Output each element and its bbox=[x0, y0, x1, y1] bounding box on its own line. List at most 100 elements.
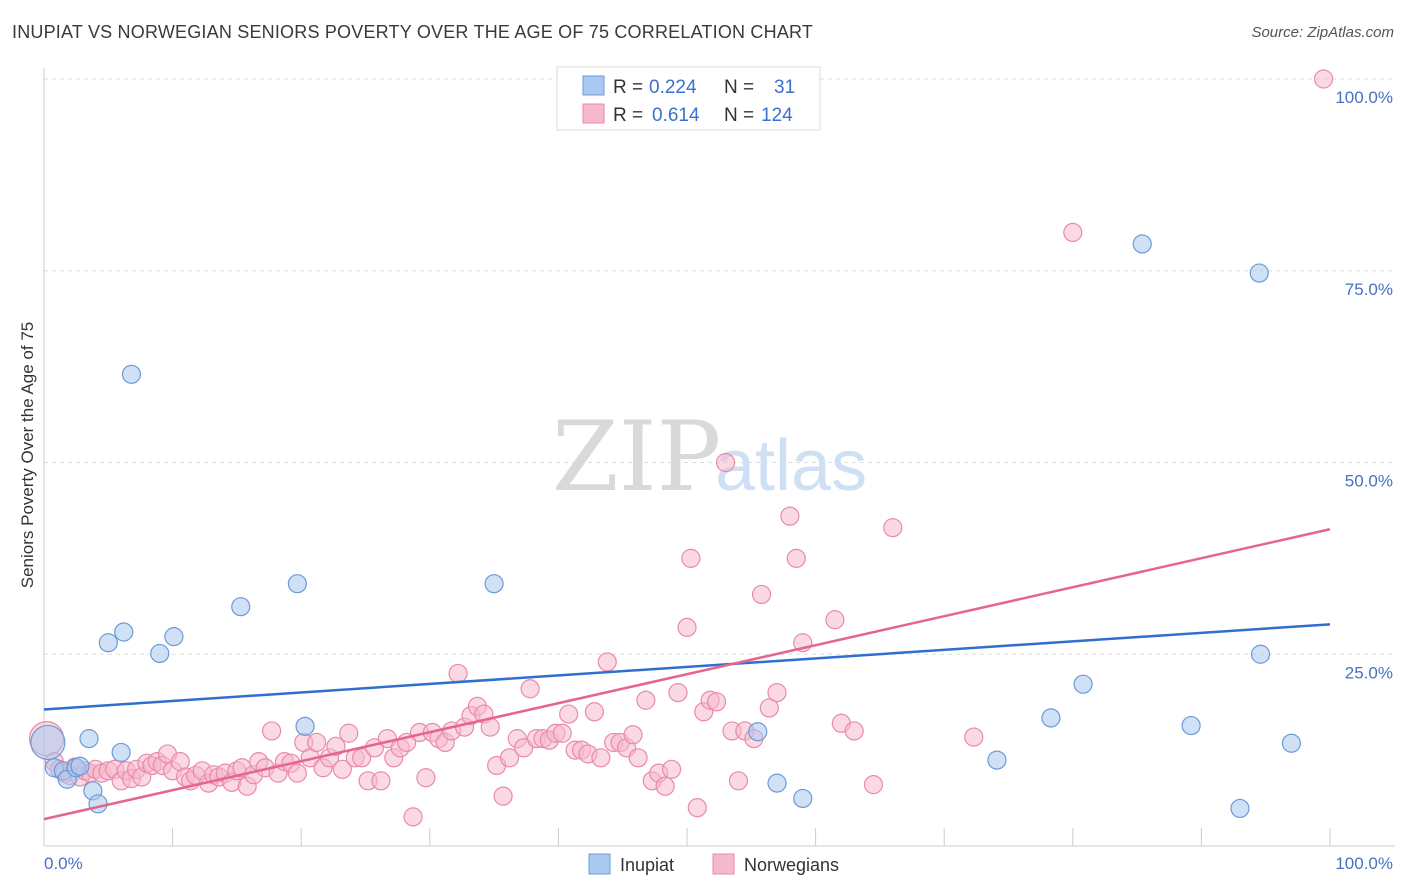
inupiat-point bbox=[1041, 708, 1061, 728]
norwegians-point bbox=[403, 807, 423, 827]
norwegians-point bbox=[883, 518, 903, 538]
x-tick-label-max: 100.0% bbox=[1335, 854, 1393, 873]
y-tick-label: 25.0% bbox=[1345, 663, 1393, 682]
norwegians-point bbox=[416, 768, 436, 788]
inupiat-r-label: R = bbox=[613, 77, 643, 98]
inupiat-point bbox=[121, 364, 142, 384]
norwegians-point bbox=[628, 748, 648, 768]
stats-legend: R = 0.224 N = 31 R = 0.614 N = 124 bbox=[556, 66, 821, 131]
norwegians-point bbox=[552, 723, 572, 743]
norwegians-points bbox=[28, 69, 1334, 827]
norwegians-point bbox=[767, 682, 787, 703]
inupiat-point bbox=[1073, 674, 1093, 694]
trend-lines bbox=[43, 528, 1331, 821]
series-legend: Inupiat Norwegians bbox=[588, 853, 839, 875]
norwegians-point bbox=[681, 548, 701, 568]
y-tick-labels: 25.0% 50.0% 75.0% 100.0% bbox=[1335, 88, 1393, 682]
inupiat-point bbox=[1132, 234, 1152, 254]
inupiat-point bbox=[114, 622, 134, 642]
inupiat-point bbox=[295, 716, 315, 736]
norwegians-point bbox=[844, 721, 864, 741]
inupiat-r-value: 0.224 bbox=[649, 77, 697, 98]
norwegians-point bbox=[499, 748, 520, 768]
norwegians-point bbox=[825, 610, 845, 630]
inupiat-point bbox=[70, 756, 90, 776]
x-axis-ticks bbox=[172, 828, 1331, 846]
norwegians-point bbox=[964, 727, 984, 747]
inupiat-point bbox=[111, 742, 131, 763]
norwegians-point bbox=[262, 721, 282, 741]
inupiat-points bbox=[30, 234, 1302, 819]
inupiat-point bbox=[98, 633, 118, 653]
inupiat-n-label: N = bbox=[724, 77, 754, 98]
inupiat-point bbox=[287, 574, 307, 594]
norwegians-point bbox=[863, 775, 884, 795]
inupiat-point bbox=[484, 574, 504, 594]
inupiat-point bbox=[1181, 715, 1201, 736]
y-tick-label: 50.0% bbox=[1345, 472, 1393, 491]
norwegians-point bbox=[559, 704, 579, 724]
inupiat-point bbox=[748, 722, 768, 742]
legend-norwegians-swatch bbox=[712, 853, 735, 875]
axes bbox=[43, 68, 1395, 847]
y-tick-label: 100.0% bbox=[1335, 88, 1393, 107]
norwegians-point bbox=[759, 698, 779, 718]
x-tick-label-min: 0.0% bbox=[44, 854, 83, 873]
norwegians-point bbox=[307, 732, 327, 753]
inupiat-point bbox=[231, 597, 251, 617]
norwegians-point bbox=[448, 663, 468, 684]
norwegians-point bbox=[687, 798, 707, 818]
x-tick-labels: 0.0% 100.0% bbox=[44, 854, 1393, 873]
norwegians-n-label: N = bbox=[724, 105, 754, 126]
norwegians-point bbox=[326, 736, 346, 756]
inupiat-point bbox=[30, 724, 66, 761]
inupiat-point bbox=[987, 750, 1007, 770]
inupiat-point bbox=[1281, 733, 1302, 753]
legend-norwegians-label: Norwegians bbox=[744, 855, 839, 875]
norwegians-point bbox=[623, 725, 643, 745]
inupiat-swatch bbox=[582, 75, 605, 96]
chart-title: INUPIAT VS NORWEGIAN SENIORS POVERTY OVE… bbox=[12, 22, 814, 42]
inupiat-point bbox=[164, 627, 184, 647]
norwegians-point bbox=[677, 617, 697, 638]
norwegians-point bbox=[1313, 69, 1334, 89]
norwegians-point bbox=[655, 776, 675, 796]
inupiat-point bbox=[767, 773, 787, 793]
norwegians-point bbox=[706, 692, 727, 712]
source-credit: Source: ZipAtlas.com bbox=[1251, 24, 1394, 41]
inupiat-point bbox=[793, 788, 813, 809]
norwegians-n-value: 124 bbox=[761, 105, 793, 126]
norwegians-trend-line bbox=[43, 528, 1331, 821]
y-tick-label: 75.0% bbox=[1345, 280, 1393, 299]
inupiat-point bbox=[150, 643, 170, 664]
norwegians-point bbox=[786, 548, 806, 568]
y-axis-label: Seniors Poverty Over the Age of 75 bbox=[18, 322, 37, 588]
norwegians-point bbox=[715, 452, 736, 473]
watermark-zip: ZIP bbox=[552, 401, 721, 513]
norwegians-point bbox=[597, 652, 617, 672]
norwegians-point bbox=[636, 690, 656, 710]
watermark-atlas: atlas bbox=[715, 426, 867, 506]
norwegians-swatch bbox=[582, 103, 605, 124]
norwegians-r-value: 0.614 bbox=[652, 105, 700, 126]
norwegians-point bbox=[728, 771, 749, 791]
norwegians-point bbox=[332, 759, 352, 779]
norwegians-r-label: R = bbox=[613, 105, 643, 126]
norwegians-point bbox=[520, 679, 540, 699]
inupiat-point bbox=[1249, 263, 1269, 283]
inupiat-n-value: 31 bbox=[774, 77, 795, 98]
inupiat-point bbox=[88, 794, 108, 814]
legend-inupiat-swatch bbox=[588, 853, 611, 875]
norwegians-point bbox=[591, 748, 611, 768]
norwegians-point bbox=[1063, 222, 1083, 242]
norwegians-point bbox=[493, 786, 513, 806]
watermark: ZIP atlas bbox=[552, 401, 867, 513]
norwegians-point bbox=[584, 702, 605, 722]
inupiat-trend-line bbox=[43, 623, 1331, 711]
norwegians-point bbox=[751, 584, 772, 605]
inupiat-point bbox=[79, 729, 99, 749]
norwegians-point bbox=[661, 759, 682, 779]
norwegians-point bbox=[668, 682, 688, 703]
grid-lines bbox=[44, 78, 1395, 655]
